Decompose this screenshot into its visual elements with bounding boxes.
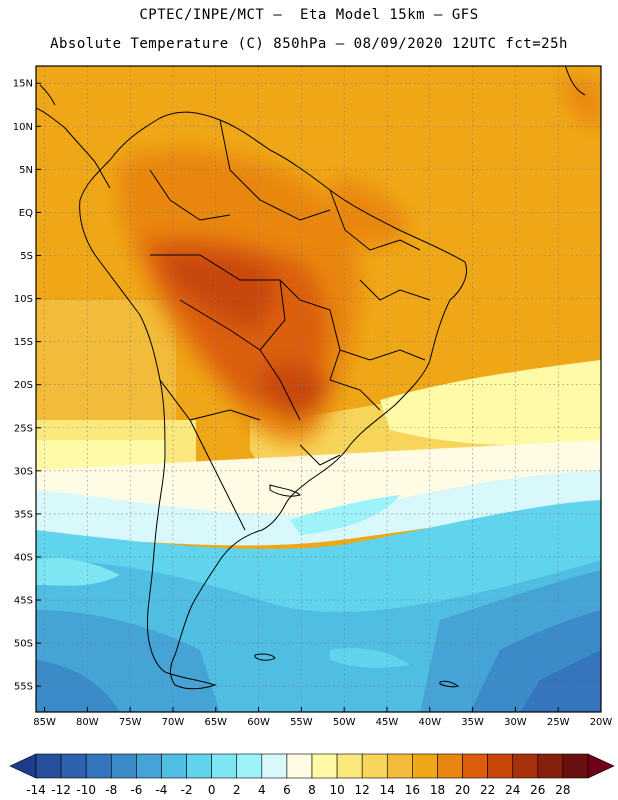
map-subtitle: Absolute Temperature (C) 850hPa – 08/09/… (50, 36, 568, 52)
colorbar-label: 14 (380, 783, 395, 797)
colorbar-label: 22 (480, 783, 495, 797)
colorbar-label: 16 (405, 783, 420, 797)
lon-label: 80W (76, 717, 99, 728)
colorbar-swatch (60, 753, 87, 779)
lon-label: 65W (204, 717, 227, 728)
colorbar-swatch (261, 753, 288, 779)
lon-label: 55W (290, 717, 313, 728)
lon-label: 45W (376, 717, 399, 728)
colorbar-arrow-low (9, 753, 37, 779)
lat-label: 20S (14, 380, 33, 391)
colorbar-swatch (386, 753, 413, 779)
colorbar-label: 8 (308, 783, 316, 797)
colorbar-swatch (311, 753, 338, 779)
colorbar-swatch (462, 753, 488, 779)
lat-label: 15S (14, 337, 33, 348)
colorbar-label: 20 (455, 783, 470, 797)
lat-label: 35S (14, 509, 33, 520)
lat-label: 55S (14, 682, 33, 693)
map-title: CPTEC/INPE/MCT – Eta Model 15km – GFS (139, 7, 479, 23)
colorbar-swatch (211, 753, 238, 779)
lon-label: 60W (247, 717, 270, 728)
colorbar-swatch (336, 753, 363, 779)
coastlines (36, 66, 586, 690)
colorbar-swatch (537, 753, 564, 779)
lat-label: 5S (20, 251, 33, 262)
colorbar-label: 18 (430, 783, 445, 797)
lat-label: 5N (19, 165, 33, 176)
colorbar-label: -2 (181, 783, 193, 797)
colorbar-swatch (85, 753, 112, 779)
colorbar-label: 10 (329, 783, 344, 797)
lat-label: 50S (14, 639, 33, 650)
longitude-labels: 85W 80W 75W 70W 65W 60W 55W 50W 45W 40W 35W 30W 25W 2… (33, 707, 612, 728)
lon-label: 75W (119, 717, 142, 728)
lon-label: 40W (418, 717, 441, 728)
lat-label: 40S (14, 552, 33, 563)
lat-label: EQ (19, 208, 33, 219)
colorbar-swatch (161, 753, 187, 779)
colorbar-swatch (110, 753, 137, 779)
colorbar-label: -12 (51, 783, 71, 797)
lat-label: 10S (14, 294, 33, 305)
lon-label: 20W (590, 717, 613, 728)
colorbar-label: 6 (283, 783, 291, 797)
lat-label: 15N (13, 79, 33, 90)
lat-label: 45S (14, 596, 33, 607)
colorbar-label: -6 (130, 783, 142, 797)
colorbar: -14 -12 -10 -8 -6 -4 -2 0 2 4 6 8 10 12 14 16 18 20 22 24 26… (9, 753, 615, 797)
lon-label: 35W (461, 717, 484, 728)
lon-label: 70W (162, 717, 185, 728)
colorbar-swatch (186, 753, 212, 779)
colorbar-swatch (487, 753, 514, 779)
colorbar-swatch (136, 753, 162, 779)
latitude-labels: 15N 10N 5N EQ 5S 10S 15S 20S 25S 30S 35S 40S 45S 50S 5… (13, 79, 41, 693)
lat-label: 25S (14, 423, 33, 434)
colorbar-swatch (512, 753, 539, 779)
map-frame (35, 65, 602, 713)
lon-label: 25W (547, 717, 570, 728)
colorbar-swatch (35, 753, 62, 779)
colorbar-swatch (562, 753, 589, 779)
lon-label: 85W (33, 717, 56, 728)
colorbar-label: -10 (76, 783, 96, 797)
colorbar-swatch (236, 753, 263, 779)
colorbar-label: -4 (155, 783, 167, 797)
colorbar-label: -14 (26, 783, 46, 797)
colorbar-label: 24 (505, 783, 520, 797)
colorbar-swatch (437, 753, 463, 779)
lat-label: 30S (14, 466, 33, 477)
colorbar-swatch (286, 753, 313, 779)
colorbar-label: 28 (555, 783, 570, 797)
colorbar-label: 4 (258, 783, 266, 797)
colorbar-label: 12 (355, 783, 370, 797)
colorbar-arrow-high (587, 753, 615, 779)
lon-label: 50W (333, 717, 356, 728)
colorbar-label: 0 (208, 783, 216, 797)
colorbar-swatch (412, 753, 438, 779)
lon-label: 30W (504, 717, 527, 728)
colorbar-label: 2 (233, 783, 241, 797)
colorbar-swatch (361, 753, 388, 779)
lat-label: 10N (13, 122, 33, 133)
temperature-field (36, 66, 601, 712)
colorbar-label: -8 (105, 783, 117, 797)
colorbar-label: 26 (530, 783, 545, 797)
